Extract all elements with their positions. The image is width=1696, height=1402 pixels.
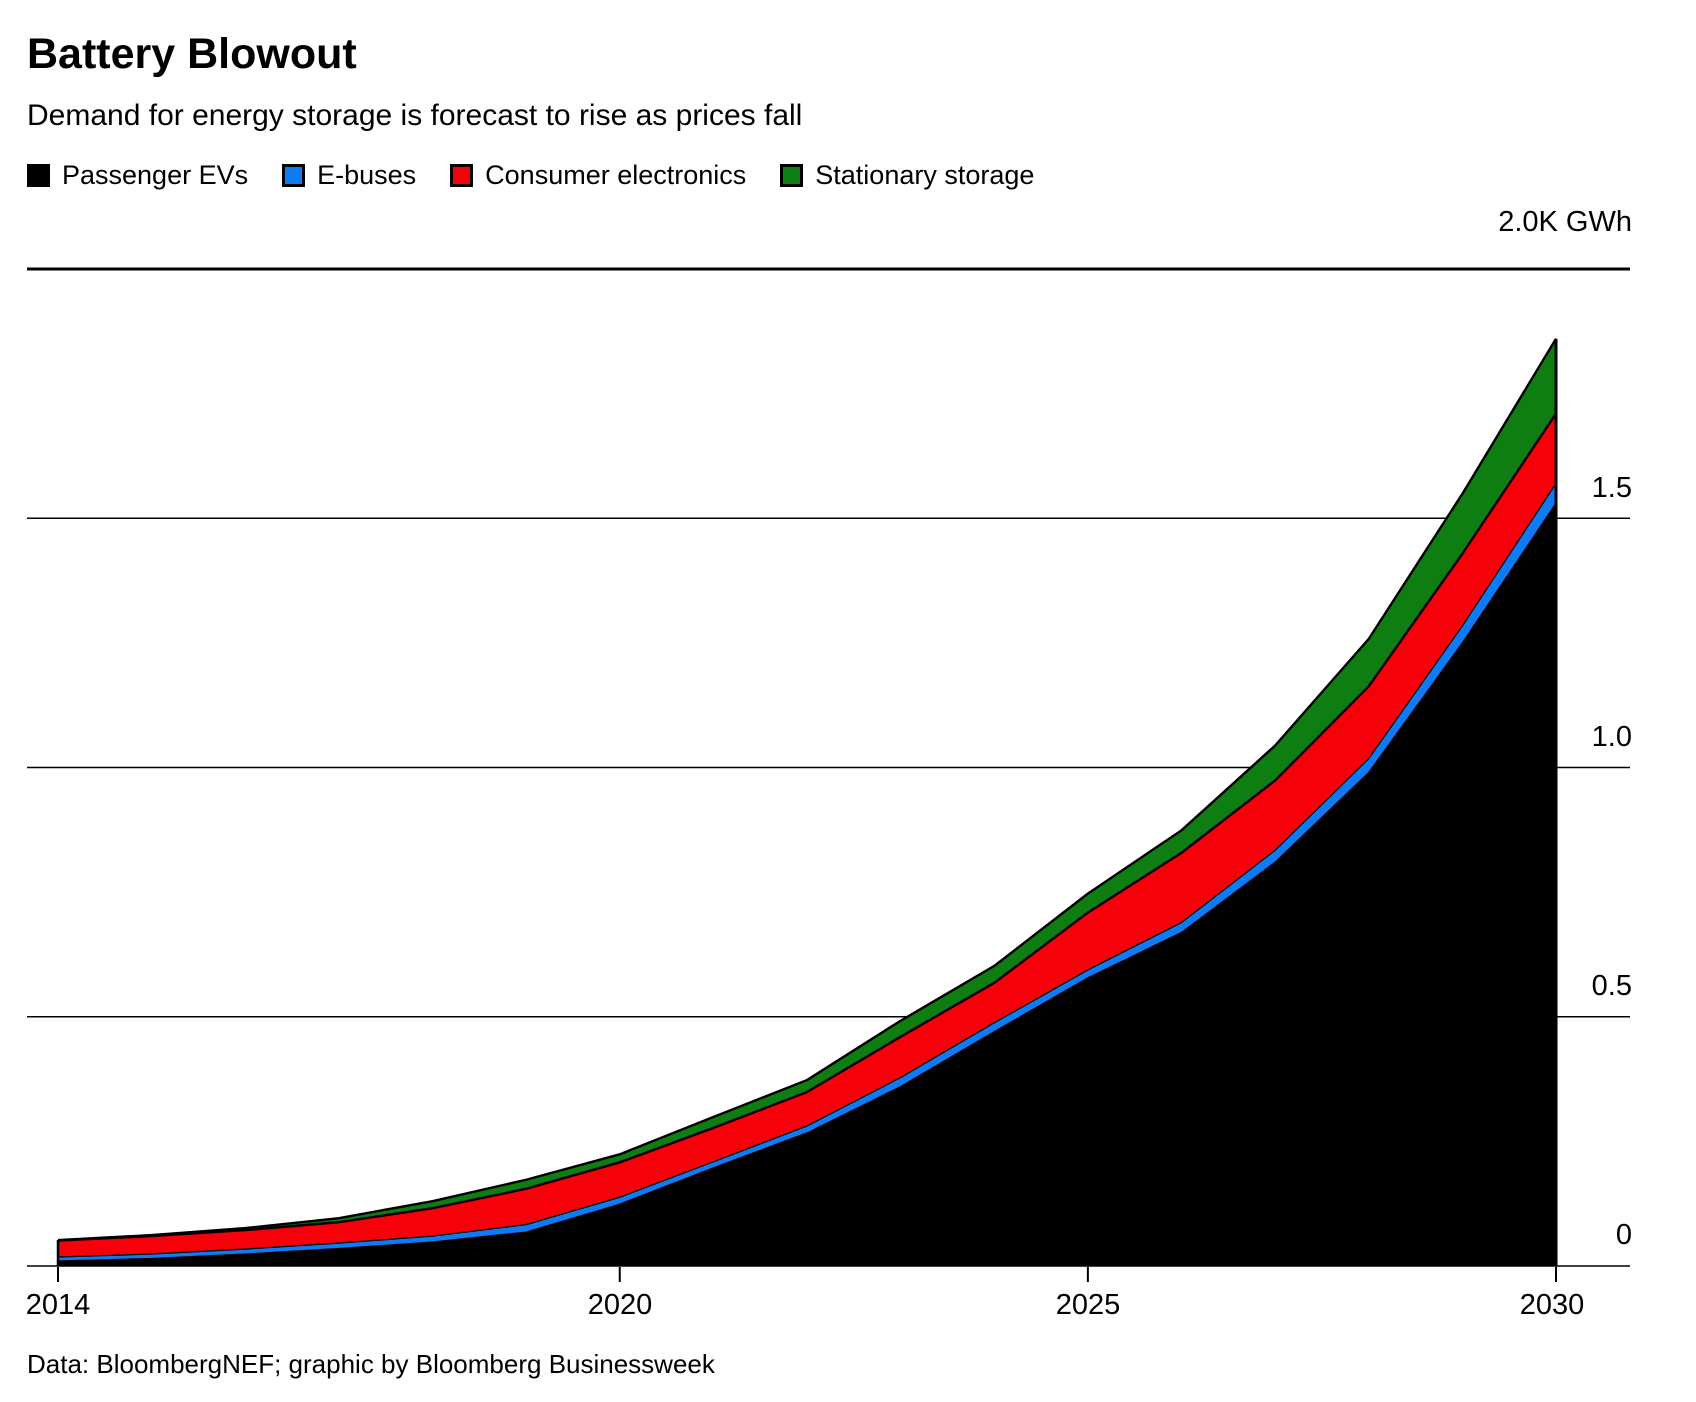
- legend: Passenger EVs E-buses Consumer electroni…: [27, 160, 1034, 191]
- y-tick-label-0-5: 0.5: [1591, 970, 1632, 1002]
- passenger-evs-swatch-icon: [27, 164, 50, 187]
- legend-label: Consumer electronics: [485, 160, 747, 190]
- y-axis-unit-label: 2.0K GWh: [1498, 206, 1632, 238]
- e-buses-swatch-icon: [282, 164, 306, 187]
- x-tick-label-2020: 2020: [587, 1289, 653, 1321]
- legend-item-stationary-storage: Stationary storage: [780, 160, 1034, 191]
- legend-label: Stationary storage: [815, 160, 1035, 190]
- x-tick-label-2030: 2030: [1519, 1289, 1585, 1321]
- legend-item-consumer-electronics: Consumer electronics: [450, 160, 746, 191]
- y-tick-label-1-0: 1.0: [1591, 721, 1632, 753]
- legend-item-e-buses: E-buses: [282, 160, 416, 191]
- source-credit: Data: BloombergNEF; graphic by Bloomberg…: [27, 1349, 715, 1379]
- y-tick-label-1-5: 1.5: [1591, 472, 1632, 504]
- consumer-electronics-swatch-icon: [450, 164, 474, 187]
- x-tick-label-2014: 2014: [25, 1289, 91, 1321]
- legend-label: E-buses: [317, 160, 417, 190]
- x-tick-label-2025: 2025: [1055, 1289, 1121, 1321]
- page-title: Battery Blowout: [27, 30, 357, 78]
- stationary-storage-swatch-icon: [780, 164, 804, 187]
- legend-item-passenger-evs: Passenger EVs: [27, 160, 248, 191]
- y-tick-label-0: 0: [1615, 1219, 1632, 1251]
- page-subtitle: Demand for energy storage is forecast to…: [27, 99, 803, 132]
- legend-label: Passenger EVs: [62, 160, 249, 190]
